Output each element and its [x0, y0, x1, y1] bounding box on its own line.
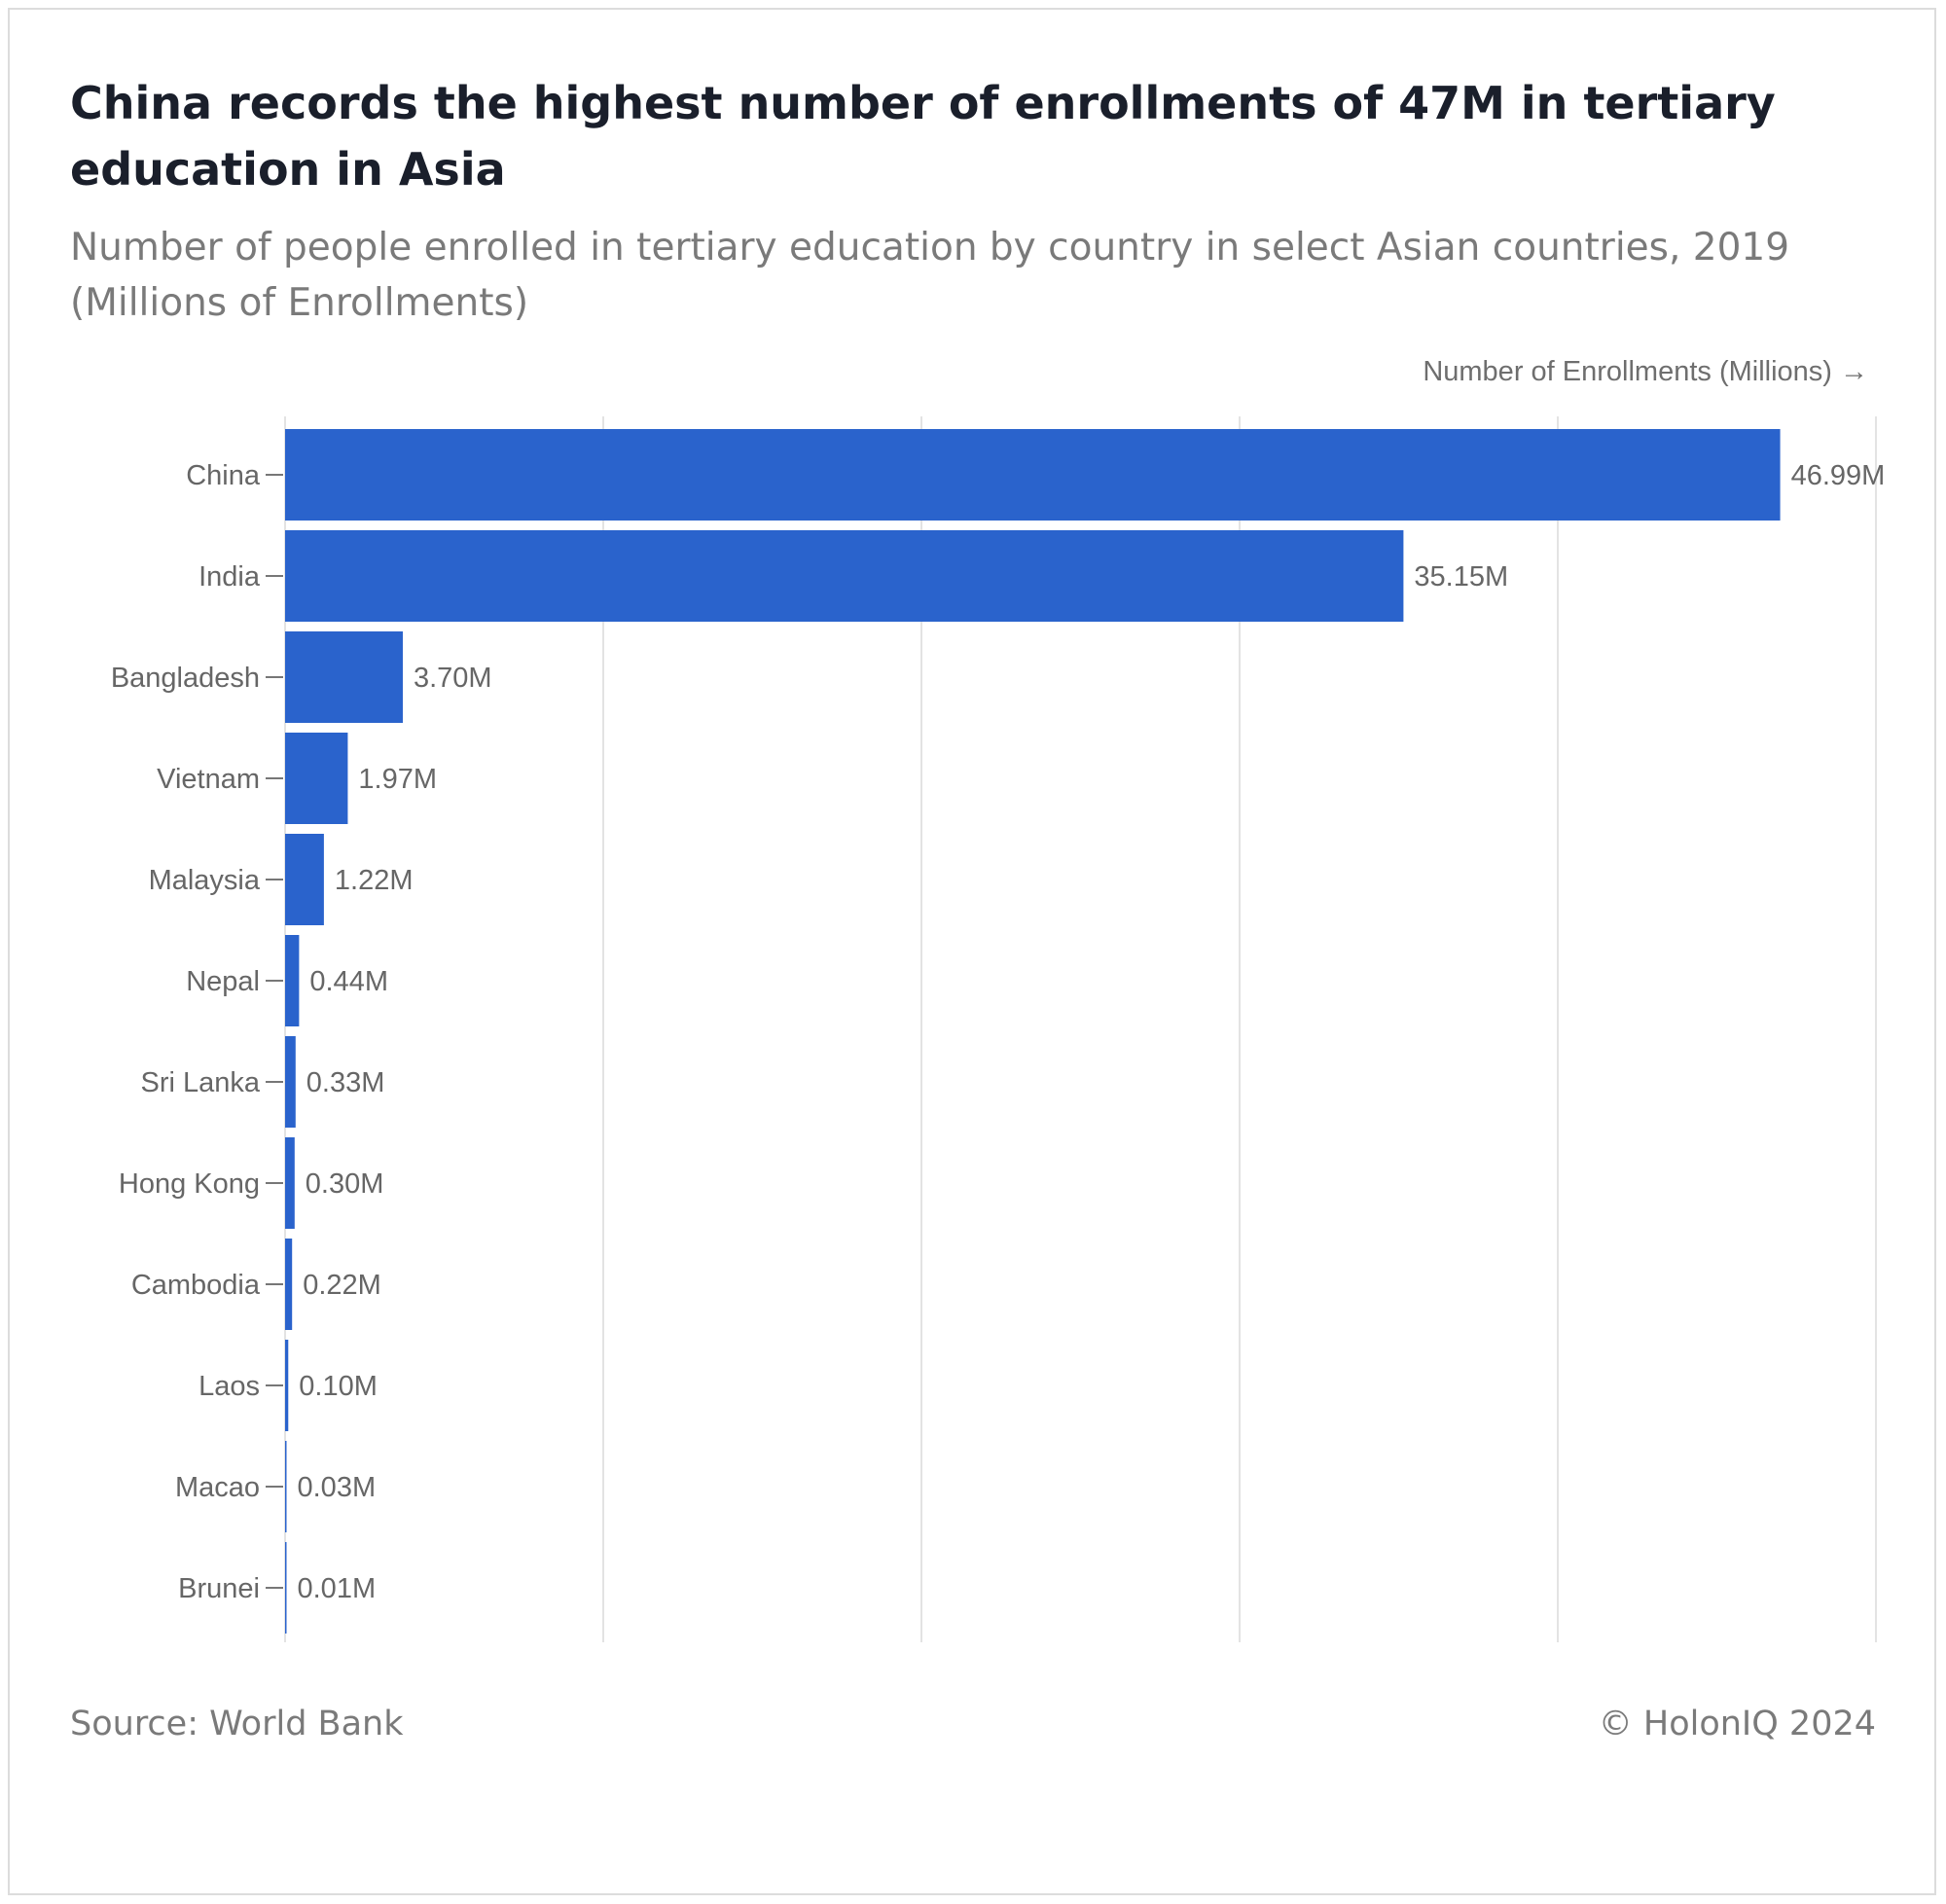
y-tick-label: Hong Kong — [119, 1168, 260, 1200]
bar-hong-kong — [285, 1137, 295, 1229]
data-label: 1.97M — [358, 764, 437, 795]
y-tick-label: Brunei — [178, 1573, 260, 1604]
bar-india — [285, 530, 1404, 622]
data-label: 0.10M — [299, 1371, 378, 1402]
bar-brunei — [285, 1542, 287, 1634]
y-tick-label: Laos — [198, 1371, 260, 1402]
y-tick-label: Vietnam — [157, 764, 260, 795]
data-label: 0.03M — [298, 1472, 377, 1503]
y-tick-label: Nepal — [186, 966, 260, 997]
copyright-note: © HolonIQ 2024 — [1598, 1705, 1876, 1743]
bar-malaysia — [285, 834, 324, 925]
bar-sri-lanka — [285, 1036, 296, 1128]
data-label: 0.44M — [309, 966, 388, 997]
y-tick-label: China — [186, 460, 261, 491]
chart-title: China records the highest number of enro… — [70, 77, 1776, 196]
data-label: 0.33M — [306, 1067, 385, 1098]
chart-card — [8, 8, 1936, 1895]
data-label: 46.99M — [1791, 460, 1886, 491]
data-label: 35.15M — [1414, 561, 1508, 593]
source-note: Source: World Bank — [70, 1705, 404, 1743]
bar-laos — [285, 1340, 289, 1431]
bar-nepal — [285, 935, 300, 1026]
y-tick-label: Macao — [175, 1472, 260, 1503]
data-label: 0.01M — [298, 1573, 377, 1604]
bar-vietnam — [285, 733, 348, 824]
data-label: 0.30M — [306, 1168, 384, 1200]
y-tick-label: India — [198, 561, 261, 593]
labels: China 46.99M India 35.15M Bangladesh 3.70M Vie… — [111, 460, 1885, 1604]
bars — [285, 429, 1781, 1634]
data-label: 1.22M — [335, 865, 414, 896]
chart-subtitle: Number of people enrolled in tertiary ed… — [70, 226, 1790, 325]
data-label: 3.70M — [414, 663, 492, 694]
bar-cambodia — [285, 1239, 293, 1330]
x-axis-title: Number of Enrollments (Millions) → — [1423, 356, 1868, 387]
y-tick-label: Cambodia — [131, 1270, 261, 1301]
y-tick-label: Bangladesh — [111, 663, 260, 694]
bar-bangladesh — [285, 631, 403, 723]
bar-macao — [285, 1441, 287, 1532]
y-tick-label: Sri Lanka — [140, 1067, 260, 1098]
bar-china — [285, 429, 1781, 521]
y-tick-label: Malaysia — [149, 865, 261, 896]
data-label: 0.22M — [303, 1270, 381, 1301]
